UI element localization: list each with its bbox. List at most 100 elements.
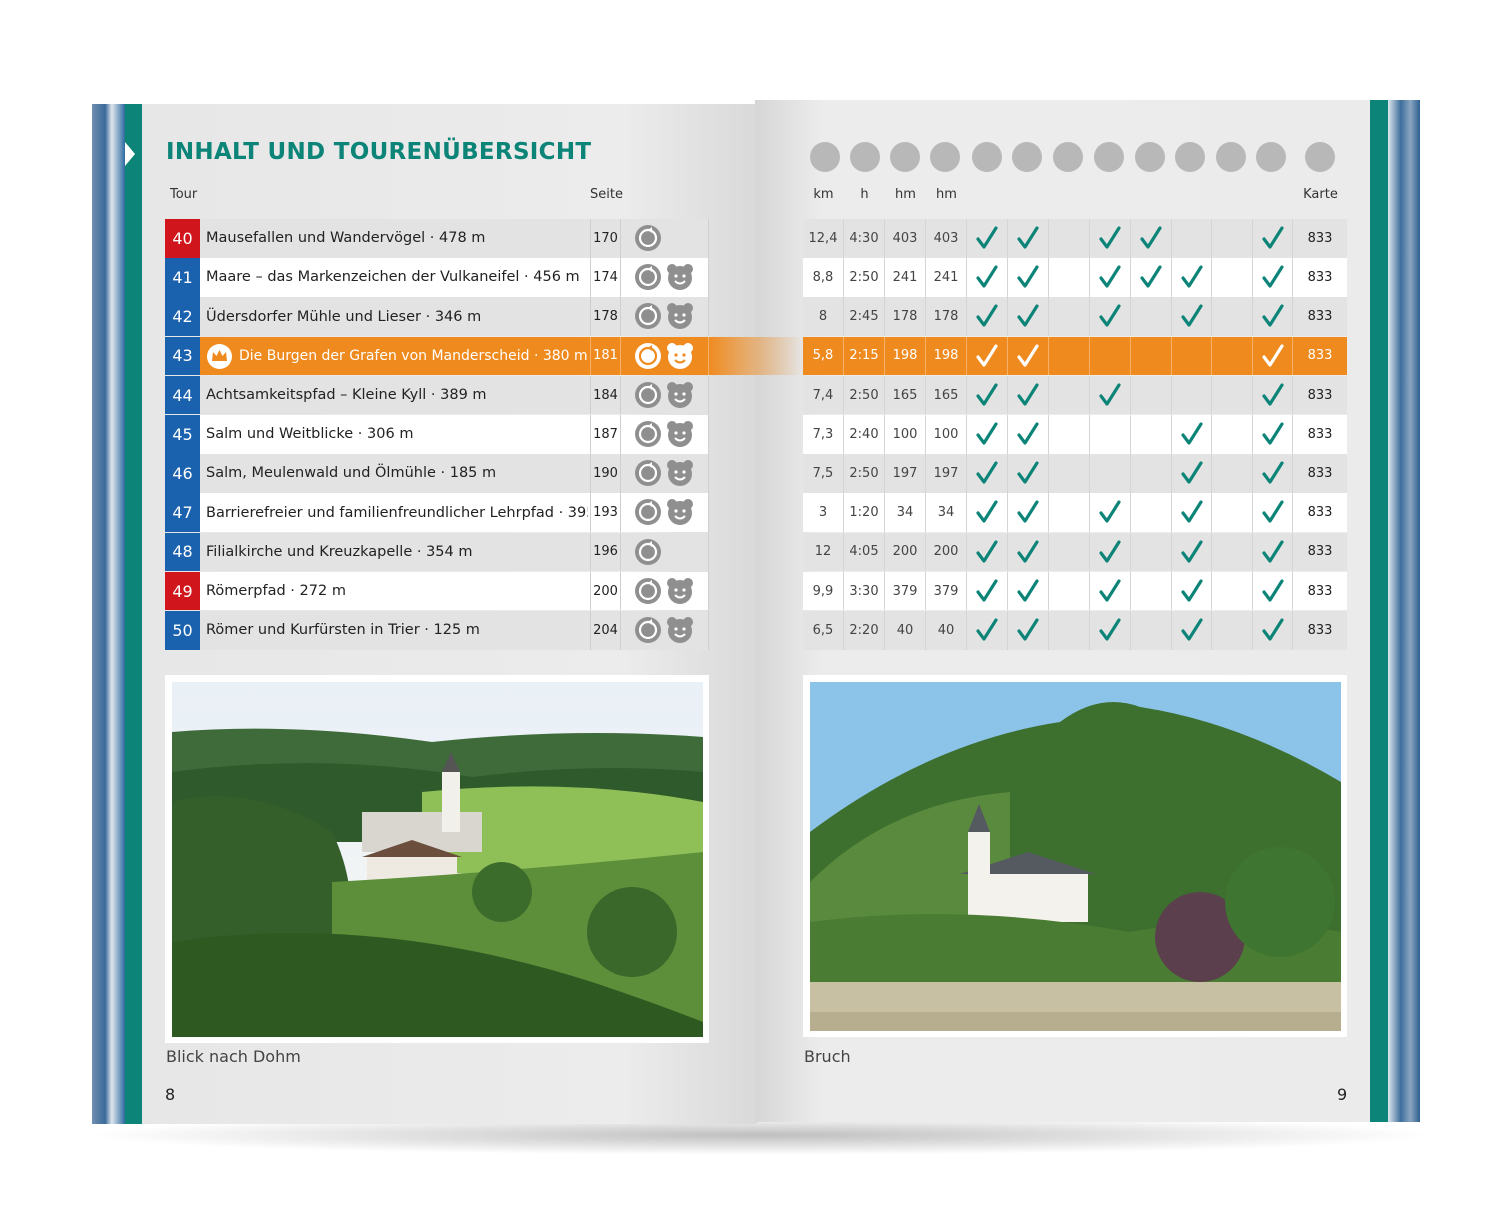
tour-number: 41 xyxy=(165,258,200,297)
header-icon xyxy=(1305,142,1335,172)
cell-divider xyxy=(1130,532,1131,572)
circle-icon xyxy=(635,617,661,643)
stat-hm-up: 379 xyxy=(892,583,918,599)
cell-divider xyxy=(925,375,926,415)
cell-divider xyxy=(1007,611,1008,650)
cell-divider xyxy=(1130,571,1131,611)
crown-icon xyxy=(207,343,232,369)
page-ref: 193 xyxy=(593,505,618,521)
cell-divider xyxy=(1048,375,1049,415)
cell-divider xyxy=(1089,493,1090,532)
cell-divider xyxy=(590,297,591,336)
cell-divider xyxy=(843,493,844,532)
cell-divider xyxy=(884,532,885,572)
tour-name: Üdersdorfer Mühle und Lieser · 346 m xyxy=(206,308,482,325)
row-bg xyxy=(803,532,1347,572)
cell-divider xyxy=(1007,571,1008,611)
stat-hm-up: 197 xyxy=(892,465,918,481)
tour-name: Die Burgen der Grafen von Manderscheid ·… xyxy=(239,347,588,364)
check xyxy=(1017,383,1039,406)
tour-number: 46 xyxy=(165,454,200,493)
family-icon xyxy=(667,264,693,291)
check xyxy=(1262,304,1284,327)
tour-name: Mausefallen und Wandervögel · 478 m xyxy=(206,230,486,247)
circle-icon xyxy=(635,342,661,369)
cell-divider xyxy=(620,611,621,650)
cell-divider xyxy=(1007,258,1008,297)
stat-hm-down: 200 xyxy=(933,544,959,560)
cell-divider xyxy=(884,571,885,611)
family-icon xyxy=(667,303,693,330)
cell-divider xyxy=(1089,297,1090,336)
stat-hm-down: 403 xyxy=(933,230,959,246)
cell-divider xyxy=(1007,297,1008,336)
cell-divider xyxy=(884,454,885,493)
check xyxy=(1262,500,1284,523)
stat-km: 3 xyxy=(818,505,828,521)
page-ref: 190 xyxy=(593,465,618,481)
stat-hm-down: 379 xyxy=(933,583,959,599)
cell-divider xyxy=(966,336,967,376)
page-ref: 170 xyxy=(593,230,618,246)
cell-divider xyxy=(1292,454,1293,493)
title-arrow xyxy=(125,142,135,166)
cell-divider xyxy=(1089,415,1090,454)
cell-divider xyxy=(1252,258,1253,297)
tour-number: 49 xyxy=(165,571,200,611)
cell-divider xyxy=(966,532,967,572)
tour-name: Achtsamkeitspfad – Kleine Kyll · 389 m xyxy=(206,387,487,404)
check xyxy=(1181,539,1203,563)
stat-hm-down: 165 xyxy=(933,387,959,403)
header-tour: Tour xyxy=(170,187,198,202)
cell-divider xyxy=(1171,297,1172,336)
row-bg xyxy=(803,258,1347,297)
row-bg xyxy=(803,415,1347,454)
right-edge xyxy=(1388,100,1420,1122)
cell-divider xyxy=(1171,532,1172,572)
stat-h: 4:05 xyxy=(849,544,879,560)
header-icon xyxy=(1135,142,1165,172)
page-ref: 181 xyxy=(593,348,618,364)
cell-divider xyxy=(1130,297,1131,336)
cell-divider xyxy=(1089,258,1090,297)
cell-divider xyxy=(620,454,621,493)
tour-name: Filialkirche und Kreuzkapelle · 354 m xyxy=(206,543,473,560)
cell-divider xyxy=(590,336,591,376)
circle-icon xyxy=(635,577,661,604)
cell-divider xyxy=(1292,336,1293,376)
cell-divider xyxy=(1171,415,1172,454)
map-number: 833 xyxy=(1307,544,1333,560)
row-bg xyxy=(803,297,1347,336)
cell-divider xyxy=(843,571,844,611)
tour-name: Römer und Kurfürsten in Trier · 125 m xyxy=(206,622,480,639)
cell-divider xyxy=(966,258,967,297)
stat-hm-up: 40 xyxy=(896,622,914,638)
stat-km: 5,8 xyxy=(812,348,834,364)
page-ref: 204 xyxy=(593,622,618,638)
check xyxy=(1262,226,1284,249)
check xyxy=(1099,265,1121,288)
cell-divider xyxy=(1130,375,1131,415)
cell-divider xyxy=(1292,532,1293,572)
cell-divider xyxy=(1130,493,1131,532)
check xyxy=(1181,304,1203,327)
cell-divider xyxy=(1252,454,1253,493)
cell-divider xyxy=(590,454,591,493)
cell-divider xyxy=(1292,571,1293,611)
row-bg xyxy=(200,336,708,376)
cell-divider xyxy=(1292,375,1293,415)
check xyxy=(1181,618,1203,641)
map-number: 833 xyxy=(1307,348,1333,364)
page-number: 8 xyxy=(165,1085,176,1104)
check xyxy=(976,500,998,523)
check xyxy=(1099,304,1121,327)
check xyxy=(976,422,998,445)
stat-km: 7,5 xyxy=(812,465,834,481)
cell-divider xyxy=(843,375,844,415)
cell-divider xyxy=(843,532,844,572)
map-number: 833 xyxy=(1307,583,1333,599)
cell-divider xyxy=(1171,375,1172,415)
row-bg xyxy=(200,219,708,258)
cell-divider xyxy=(925,258,926,297)
cell-divider xyxy=(590,611,591,650)
